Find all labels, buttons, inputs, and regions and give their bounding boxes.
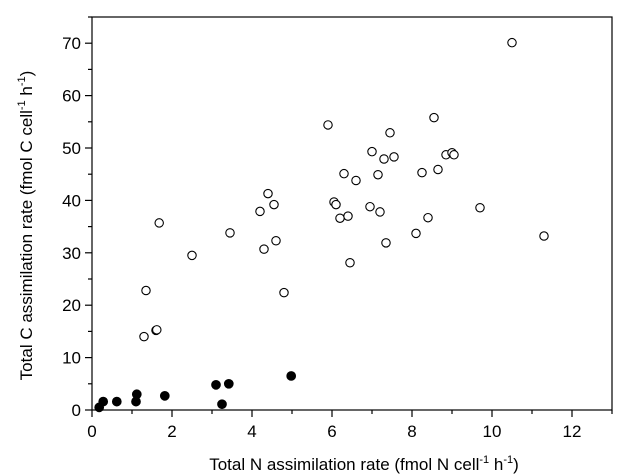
open-data-point — [271, 235, 281, 246]
data-points — [94, 37, 549, 413]
open-data-point — [152, 325, 162, 335]
open-data-point — [365, 201, 375, 212]
y-axis-title: Total C assimilation rate (fmol C cell-1… — [16, 71, 36, 381]
open-data-point — [375, 207, 385, 217]
y-tick-label: 30 — [62, 244, 81, 263]
open-data-point — [367, 146, 377, 157]
filled-data-point — [111, 396, 122, 407]
x-axis-ticks: 0 2 4 6 8 10 12 — [87, 410, 613, 441]
y-tick-label: 50 — [62, 139, 81, 158]
open-data-point — [339, 168, 349, 179]
open-data-point — [507, 37, 517, 48]
y-tick-label: 10 — [62, 349, 81, 368]
x-tick-label: 8 — [407, 422, 416, 441]
open-data-point — [373, 169, 383, 180]
open-data-point — [475, 202, 485, 213]
open-data-point — [139, 331, 149, 342]
open-data-point — [269, 199, 279, 210]
x-tick-label: 2 — [167, 422, 176, 441]
y-tick-label: 70 — [62, 34, 81, 53]
filled-data-point — [223, 378, 234, 389]
y-tick-label: 60 — [62, 87, 81, 106]
open-data-point — [411, 228, 421, 239]
y-tick-label: 20 — [62, 296, 81, 315]
open-data-point — [345, 258, 355, 268]
filled-data-point — [286, 371, 297, 381]
open-data-point — [154, 218, 164, 228]
filled-data-point — [159, 391, 170, 401]
open-data-point — [379, 154, 389, 164]
open-data-point — [225, 228, 235, 238]
open-data-point — [279, 287, 289, 298]
y-axis-ticks: 0 10 20 30 40 50 60 70 — [62, 16, 92, 420]
filled-data-point — [98, 396, 109, 407]
open-data-point — [323, 120, 333, 130]
open-data-point — [381, 238, 391, 248]
x-tick-label: 6 — [327, 422, 336, 441]
open-data-point — [141, 285, 151, 296]
plot-frame — [91, 16, 613, 411]
open-data-point — [187, 250, 197, 261]
x-tick-label: 10 — [483, 422, 502, 441]
filled-data-point — [131, 389, 142, 400]
open-data-point — [433, 164, 443, 175]
filled-data-point — [217, 399, 227, 410]
open-data-point — [429, 112, 439, 123]
open-data-point — [351, 175, 361, 186]
open-data-point — [539, 231, 549, 241]
x-axis-title: Total N assimilation rate (fmol N cell-1… — [209, 454, 519, 474]
open-data-point — [335, 213, 345, 223]
filled-data-point — [211, 379, 221, 390]
open-data-point — [343, 211, 353, 221]
open-data-point — [389, 152, 399, 162]
open-data-point — [423, 212, 433, 223]
open-data-point — [263, 188, 273, 199]
open-data-point — [385, 128, 395, 138]
open-data-point — [331, 199, 341, 210]
open-data-point — [255, 206, 265, 217]
plot-area — [91, 16, 613, 411]
y-tick-label: 0 — [72, 401, 81, 420]
open-data-point — [449, 150, 459, 160]
x-tick-label: 12 — [563, 422, 582, 441]
open-data-point — [259, 244, 269, 254]
x-tick-label: 4 — [247, 422, 256, 441]
open-data-point — [417, 167, 427, 178]
y-tick-label: 40 — [62, 191, 81, 210]
x-tick-label: 0 — [87, 422, 96, 441]
